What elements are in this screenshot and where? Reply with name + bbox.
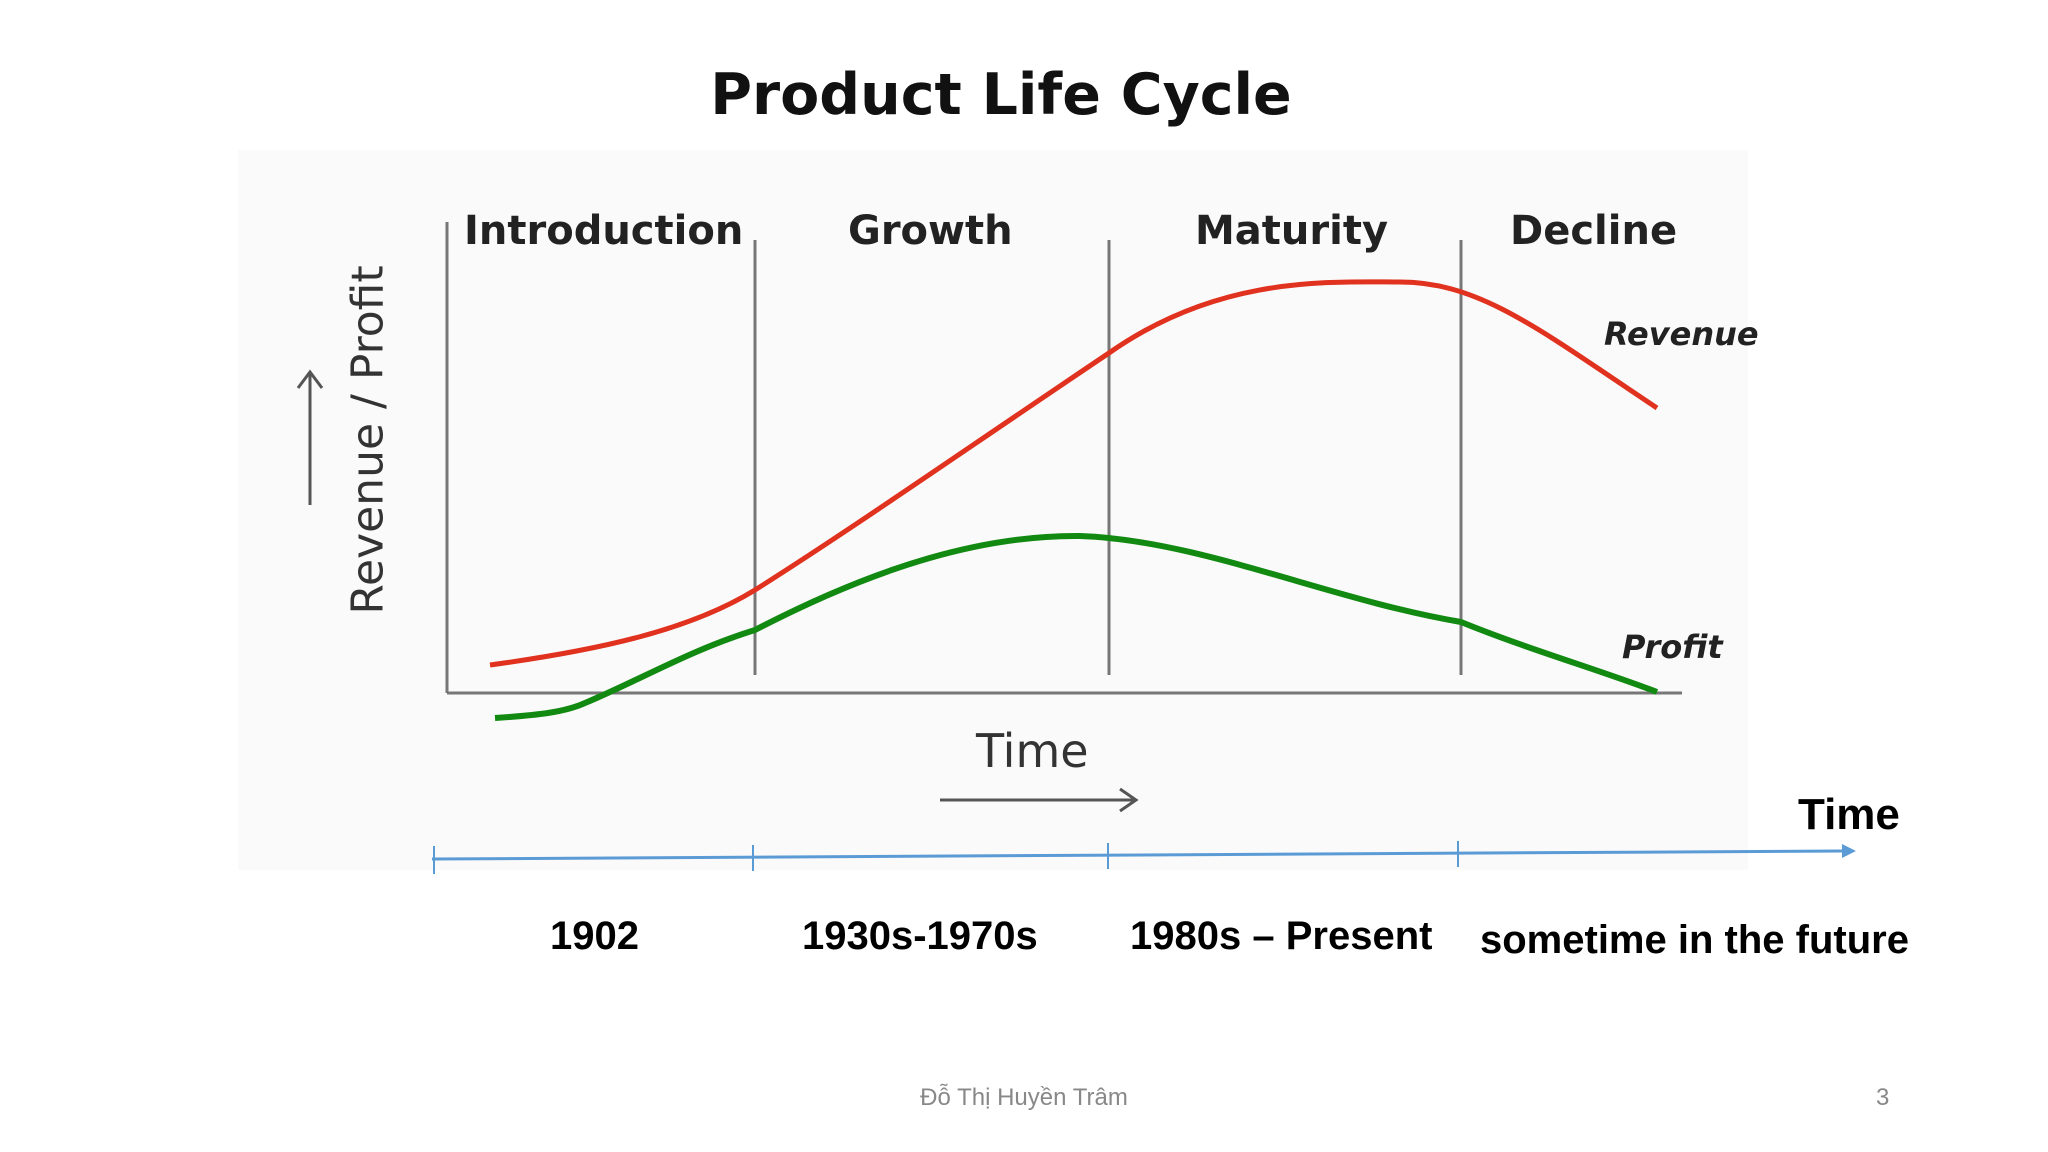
- timeline-era-label: sometime in the future: [1480, 918, 1909, 962]
- phase-label-introduction: Introduction: [464, 208, 744, 254]
- diagram-backdrop: [238, 150, 1748, 870]
- phase-label-decline: Decline: [1510, 208, 1678, 254]
- timeline-arrow-head: [1842, 844, 1856, 858]
- phase-label-maturity: Maturity: [1195, 208, 1389, 254]
- y-axis-label: Revenue / Profit: [342, 265, 394, 615]
- x-axis-label: Time: [976, 724, 1089, 778]
- phase-label-growth: Growth: [848, 208, 1013, 254]
- timeline-era-label: 1902: [550, 914, 639, 958]
- profit-curve-label: Profit: [1622, 628, 1723, 666]
- page-number: 3: [1876, 1084, 1890, 1111]
- revenue-curve-label: Revenue: [1604, 315, 1759, 353]
- slide-title: Product Life Cycle: [710, 62, 1292, 128]
- x-arrow-head: [1119, 787, 1139, 813]
- timeline-title: Time: [1798, 790, 1900, 839]
- timeline-era-label: 1930s-1970s: [802, 914, 1038, 958]
- timeline-era-label: 1980s – Present: [1130, 914, 1433, 958]
- timeline-axis: [431, 849, 1843, 861]
- revenue-curve: [489, 279, 1659, 668]
- profit-curve: [494, 532, 1659, 721]
- footer-author: Đỗ Thị Huyền Trâm: [920, 1084, 1128, 1111]
- y-arrow-head: [296, 369, 324, 389]
